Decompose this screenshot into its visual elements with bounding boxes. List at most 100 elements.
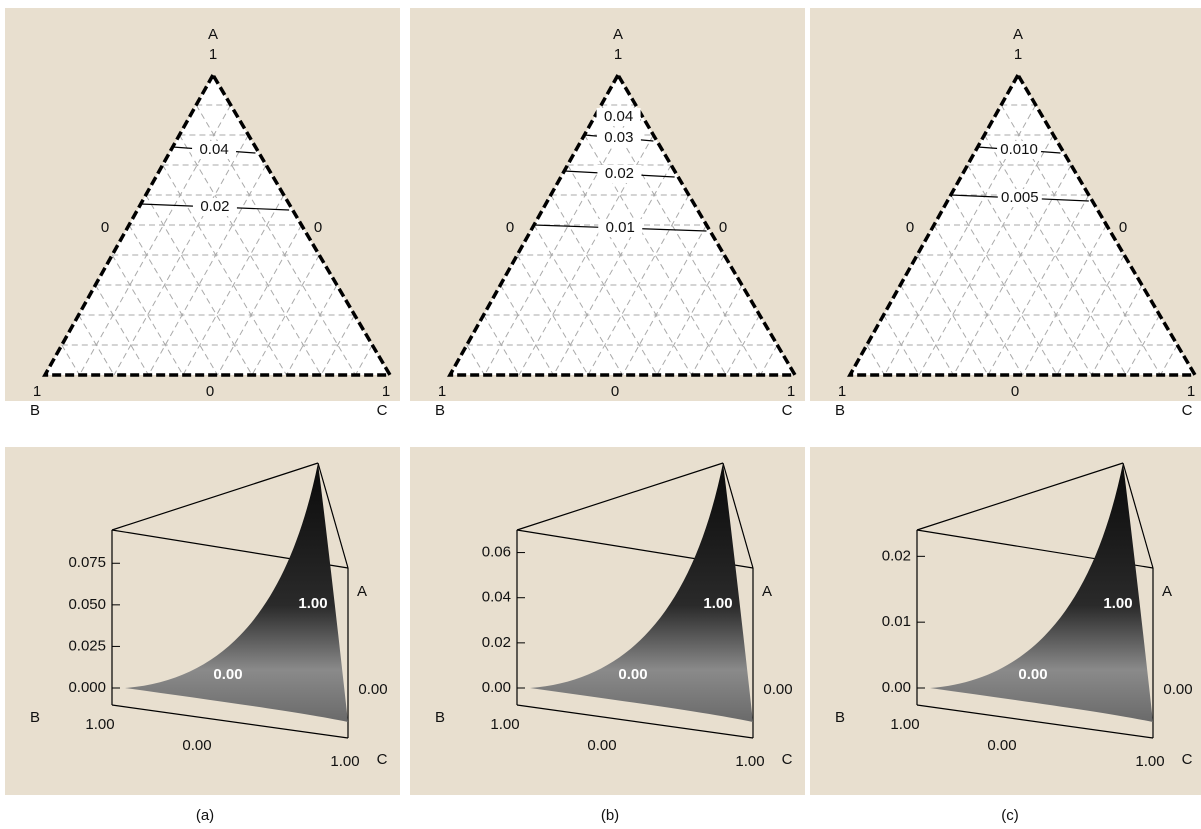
edge-value: 0 bbox=[1011, 383, 1019, 400]
surface-annotation: 0.00 bbox=[618, 666, 647, 683]
grid-line bbox=[128, 224, 218, 376]
edge-value: 0 bbox=[314, 219, 322, 236]
grid-line bbox=[899, 284, 954, 376]
z-tick-label: 0.075 bbox=[68, 554, 106, 571]
triangle-border bbox=[42, 71, 394, 377]
vertex-label: A bbox=[1013, 26, 1023, 43]
grid-line bbox=[933, 224, 1023, 376]
edge-tick-label: 0.00 bbox=[1163, 681, 1192, 698]
box-edge bbox=[111, 704, 349, 739]
contour-label-bg bbox=[997, 189, 1042, 207]
z-tick-label: 0.00 bbox=[482, 679, 511, 696]
contour-label: 0.02 bbox=[605, 165, 634, 182]
grid-line bbox=[866, 344, 885, 376]
z-tick-label: 0.04 bbox=[482, 589, 511, 606]
edge-value: 0 bbox=[206, 383, 214, 400]
contour-label-bg bbox=[192, 141, 237, 159]
contour-label-bg bbox=[598, 219, 643, 237]
box-edge bbox=[516, 462, 724, 531]
edge-tick-label: 1.00 bbox=[85, 716, 114, 733]
vertex-label: C bbox=[782, 751, 793, 768]
box-edge bbox=[317, 462, 349, 569]
vertex-value: 1 bbox=[382, 383, 390, 400]
z-tick-label: 0.02 bbox=[482, 634, 511, 651]
z-tick-label: 0.025 bbox=[68, 637, 106, 654]
grid-line bbox=[178, 134, 322, 376]
vertex-label: A bbox=[357, 583, 367, 600]
vertex-label: A bbox=[208, 26, 218, 43]
edge-tick-label: 0.00 bbox=[763, 681, 792, 698]
z-tick-label: 0.050 bbox=[68, 596, 106, 613]
vertex-label: C bbox=[1182, 402, 1193, 419]
grid-line bbox=[111, 254, 184, 376]
vertex-value: 1 bbox=[438, 383, 446, 400]
grid-line bbox=[1091, 284, 1143, 376]
response-surface bbox=[125, 463, 348, 722]
vertex-label: A bbox=[1162, 583, 1172, 600]
surface-annotation: 1.00 bbox=[298, 595, 327, 612]
vertex-label: C bbox=[1182, 751, 1193, 768]
grid-line bbox=[162, 164, 287, 376]
z-tick-label: 0.00 bbox=[882, 679, 911, 696]
grid-line bbox=[983, 134, 1127, 376]
edge-tick-label: 0.00 bbox=[987, 737, 1016, 754]
grid-line bbox=[1160, 344, 1178, 376]
caption: (b) bbox=[601, 807, 619, 824]
grid-line bbox=[553, 164, 672, 376]
grid-line bbox=[583, 134, 727, 376]
edge-value: 0 bbox=[906, 219, 914, 236]
vertex-value: 1 bbox=[614, 46, 622, 63]
grid-line bbox=[656, 254, 725, 376]
grid-line bbox=[953, 164, 1072, 376]
z-tick-label: 0.02 bbox=[882, 547, 911, 564]
triangle-border bbox=[847, 71, 1199, 377]
box-edge bbox=[916, 704, 1154, 739]
grid-line bbox=[182, 194, 285, 376]
caption: (a) bbox=[196, 807, 214, 824]
vertex-label: B bbox=[835, 402, 845, 419]
grid-line bbox=[916, 254, 989, 376]
box-edge bbox=[1122, 462, 1154, 569]
contour-label-bg bbox=[192, 198, 237, 216]
triangle bbox=[850, 75, 1195, 375]
grid-line bbox=[217, 224, 302, 376]
vertex-value: 1 bbox=[787, 383, 795, 400]
vertex-label: B bbox=[30, 709, 40, 726]
box-edge bbox=[722, 462, 754, 569]
grid-line bbox=[113, 134, 249, 376]
grid-line bbox=[94, 284, 149, 376]
vertex-label: B bbox=[435, 709, 445, 726]
grid-line bbox=[760, 344, 778, 376]
grid-line bbox=[600, 104, 761, 376]
grid-line bbox=[587, 194, 690, 376]
grid-line bbox=[987, 194, 1090, 376]
response-surface bbox=[530, 463, 753, 722]
vertex-value: 1 bbox=[209, 46, 217, 63]
edge-value: 0 bbox=[506, 219, 514, 236]
vertex-value: 1 bbox=[1014, 46, 1022, 63]
contour-label-bg bbox=[596, 108, 641, 126]
grid-line bbox=[251, 254, 320, 376]
grid-line bbox=[918, 134, 1054, 376]
grid-line bbox=[567, 164, 692, 376]
contour-label: 0.010 bbox=[1000, 141, 1038, 158]
contour-label: 0.04 bbox=[604, 108, 633, 125]
contour-label: 0.01 bbox=[606, 219, 635, 236]
surface-annotation: 1.00 bbox=[1103, 595, 1132, 612]
vertex-value: 1 bbox=[838, 383, 846, 400]
grid-line bbox=[533, 224, 623, 376]
z-tick-label: 0.01 bbox=[882, 613, 911, 630]
grid-line bbox=[286, 284, 338, 376]
grid-line bbox=[516, 254, 589, 376]
grid-line bbox=[622, 224, 707, 376]
contour-label: 0.04 bbox=[199, 141, 228, 158]
vertex-label: B bbox=[835, 709, 845, 726]
edge-tick-label: 1.00 bbox=[890, 716, 919, 733]
edge-value: 0 bbox=[1119, 219, 1127, 236]
grid-line bbox=[484, 104, 637, 376]
grid-line bbox=[148, 164, 267, 376]
triangle bbox=[45, 75, 390, 375]
box-edge bbox=[916, 462, 1124, 531]
